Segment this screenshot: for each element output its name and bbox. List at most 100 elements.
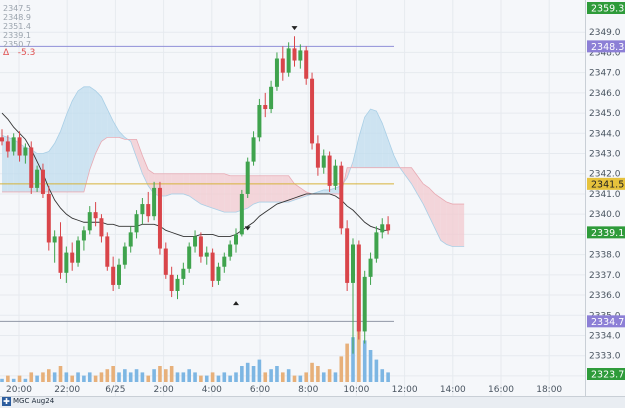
volume-bar — [17, 375, 22, 382]
symbol-tab[interactable]: ✚ MGC Aug24 — [0, 396, 54, 407]
candle-body — [310, 78, 315, 144]
price-badges: 2359.3 2348.3 2341.5 2339.1 2334.7 2323.7 — [587, 2, 625, 381]
volume-bar — [29, 372, 34, 382]
volume-bar — [175, 372, 180, 382]
volume-bar — [386, 372, 390, 382]
volume-bar — [76, 372, 80, 382]
cloud-segment — [78, 86, 84, 192]
candle-body — [315, 143, 320, 168]
volume-bar — [35, 375, 39, 382]
price-tick-label: 2342.0 — [589, 170, 621, 180]
cloud-segment — [89, 86, 96, 170]
volume-bar — [117, 372, 121, 382]
candle-body — [87, 212, 92, 231]
hud-line: 2351.4 — [3, 22, 31, 31]
candle-body — [5, 141, 10, 152]
cloud-segment — [405, 167, 412, 184]
volume-bar — [82, 375, 86, 382]
candle-body — [356, 244, 361, 332]
signal-arrow — [244, 226, 251, 231]
time-tick-label: 6:00 — [250, 385, 270, 395]
cloud-segment — [388, 139, 394, 168]
candle-body — [175, 278, 180, 291]
cloud-segment — [200, 173, 207, 207]
candle-body — [304, 50, 309, 79]
time-axis[interactable]: 20:00 22:00 6/25 2:00 4:00 6:00 8:00 10:00 12:00… — [6, 385, 562, 395]
volume-bar — [199, 375, 203, 382]
candle-body — [351, 244, 355, 283]
hud-values: 2347.5 2348.9 2351.4 2339.1 2350.7 — [3, 4, 35, 49]
candle-body — [163, 248, 168, 275]
cloud-segment — [434, 193, 441, 241]
price-badge-label: 2359.3 — [591, 4, 624, 15]
delta-readout: Δ -5.3 — [3, 49, 35, 58]
price-tick-label: 2333.0 — [589, 352, 621, 362]
volume-bar — [316, 366, 320, 382]
volume-bar — [281, 372, 285, 382]
price-axis-bg[interactable] — [585, 0, 625, 396]
candle-body — [40, 169, 45, 194]
cloud-segment — [95, 90, 102, 154]
volume-bar — [351, 337, 355, 382]
cloud-segment — [218, 173, 225, 213]
candles — [0, 36, 391, 354]
ohlc-hud: 2347.5 2348.9 2351.4 2339.1 2350.7 Δ -5.3 — [3, 4, 35, 58]
candle-body — [362, 276, 367, 332]
cloud-segment — [142, 155, 149, 186]
price-tick-label: 2334.0 — [589, 331, 621, 341]
candle-body — [333, 165, 338, 186]
candle-body — [76, 240, 81, 263]
cloud-segment — [101, 96, 108, 142]
volume-bar — [47, 369, 51, 382]
signal-arrow — [233, 301, 239, 306]
time-tick-label: 2:00 — [153, 385, 173, 395]
cloud-segment — [364, 109, 371, 168]
volume-bar — [134, 369, 139, 382]
volume-bar — [380, 369, 385, 382]
volume-bar — [257, 359, 262, 382]
volume-bar — [93, 375, 98, 382]
time-tick-label: 22:00 — [54, 385, 80, 395]
cloud-segment — [83, 86, 90, 192]
candle-body — [11, 137, 16, 152]
cloud-segment — [323, 189, 330, 194]
volume-bars — [0, 330, 390, 382]
cloud-segment — [183, 173, 190, 196]
cloud-segment — [317, 189, 324, 194]
cloud-segment — [107, 109, 114, 138]
candle-body — [239, 193, 244, 235]
price-axis[interactable]: 2332.02333.02334.02335.02336.02337.02338… — [589, 28, 621, 382]
volume-bar — [234, 372, 238, 382]
candle-body — [269, 86, 274, 110]
hud-line: 2350.7 — [3, 40, 31, 49]
price-tick-label: 2343.0 — [589, 150, 621, 160]
volume-bar — [240, 366, 244, 382]
price-tick-label: 2348.0 — [589, 48, 621, 58]
cloud-segment — [440, 198, 447, 245]
candle-body — [345, 228, 350, 283]
volume-bar — [70, 375, 74, 382]
cloud-segment — [72, 90, 79, 192]
delta-value: -5.3 — [17, 48, 36, 58]
volume-bar — [204, 375, 209, 382]
volume-bar — [245, 362, 250, 382]
candle-body — [292, 48, 297, 61]
volume-bar — [169, 366, 174, 382]
cloud-segment — [195, 173, 201, 205]
volume-bar — [286, 369, 291, 382]
hud-line: 2339.1 — [3, 31, 31, 40]
cloud-segment — [113, 121, 119, 138]
price-tick-label: 2340.0 — [589, 210, 621, 220]
volume-bar — [216, 375, 221, 382]
price-badge — [587, 226, 625, 239]
cloud-segment — [224, 173, 231, 213]
price-tick-label: 2347.0 — [589, 69, 621, 79]
cloud-segment — [60, 115, 67, 192]
cloud-segment — [206, 173, 213, 209]
candle-body — [228, 244, 233, 257]
candle-body — [263, 105, 268, 110]
volume-bar — [292, 375, 297, 382]
time-tick-label: 4:00 — [202, 385, 222, 395]
